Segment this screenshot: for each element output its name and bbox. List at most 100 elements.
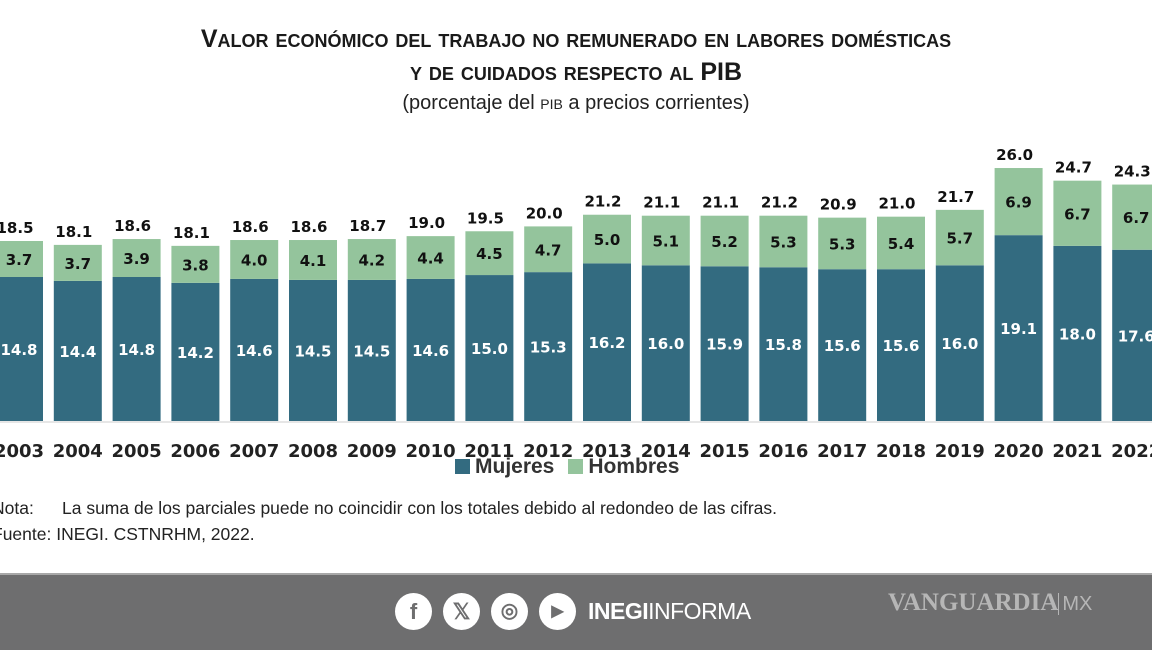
youtube-icon[interactable]: ▶ xyxy=(539,593,576,630)
data-label-hombres: 4.1 xyxy=(300,252,327,270)
data-label-mujeres: 14.8 xyxy=(118,341,155,359)
data-label-hombres: 3.7 xyxy=(65,255,92,273)
bar-hombres-2018 xyxy=(877,216,925,270)
legend-label: Hombres xyxy=(588,455,680,478)
bar-hombres-2012 xyxy=(524,226,573,273)
bar-hombres-2020 xyxy=(994,168,1043,236)
data-label-hombres: 6.7 xyxy=(1123,209,1150,227)
bar-mujeres-2009 xyxy=(347,279,396,421)
footer-banner: f 𝕏 ◎ ▶ INEGIINFORMA VANGUARDIA MX xyxy=(0,573,1152,650)
data-label-mujeres: 14.4 xyxy=(59,343,96,361)
data-label-hombres: 5.1 xyxy=(653,233,680,251)
stacked-bar-chart: 14.8 3.7 18.5 2003 14.4 3.7 18.1 2004 14.8 3.9 18.… xyxy=(0,146,1152,462)
data-label-hombres: 4.5 xyxy=(476,245,503,263)
x-tick-label: 2011 xyxy=(464,441,514,462)
facebook-icon[interactable]: f xyxy=(395,593,432,630)
data-label-total: 18.6 xyxy=(114,217,151,235)
bar-mujeres-2020 xyxy=(994,235,1043,421)
bar-mujeres-2007 xyxy=(230,278,279,421)
data-label-total: 18.1 xyxy=(173,224,210,242)
bar-mujeres-2011 xyxy=(465,275,514,421)
chart-title-line2: y de cuidados respecto al PIB xyxy=(409,58,743,86)
data-label-total: 18.1 xyxy=(55,223,92,241)
bar-hombres-2013 xyxy=(583,214,631,264)
bar-hombres-2010 xyxy=(406,236,455,279)
brand-suffix: MX xyxy=(1058,593,1093,615)
bar-mujeres-2022 xyxy=(1112,249,1152,421)
bar-mujeres-2021 xyxy=(1053,245,1102,421)
note-text: La suma de los parciales puede no coinci… xyxy=(62,498,778,518)
x-tick-label: 2022 xyxy=(1111,441,1152,462)
legend-item-mujeres: Mujeres xyxy=(455,455,554,479)
brand-name: VANGUARDIA xyxy=(888,589,1059,616)
data-label-total: 19.5 xyxy=(467,209,504,227)
bar-hombres-2011 xyxy=(465,231,514,276)
data-label-hombres: 4.0 xyxy=(241,251,268,269)
bar-mujeres-2015 xyxy=(700,266,749,421)
legend-label: Mujeres xyxy=(475,455,555,478)
data-label-total: 20.9 xyxy=(820,196,857,214)
subtitle-pib: pib xyxy=(540,92,563,114)
x-tick-label: 2006 xyxy=(170,441,220,462)
data-label-mujeres: 15.8 xyxy=(765,336,802,354)
bar-hombres-2016 xyxy=(759,215,808,268)
subtitle-post: a precios corrientes) xyxy=(562,92,750,114)
inegi-informa-logo: INEGIINFORMA xyxy=(588,598,751,625)
instagram-icon[interactable]: ◎ xyxy=(491,593,528,630)
bar-mujeres-2012 xyxy=(524,272,573,421)
data-label-hombres: 3.8 xyxy=(182,256,209,274)
bar-hombres-2005 xyxy=(112,239,161,277)
bar-hombres-2007 xyxy=(230,240,279,279)
inegi-bold: INEGI xyxy=(588,598,649,624)
data-label-total: 24.7 xyxy=(1055,159,1092,177)
bar-mujeres-2016 xyxy=(759,267,808,421)
x-tick-label: 2008 xyxy=(288,441,338,462)
data-label-hombres: 4.7 xyxy=(535,241,562,259)
data-label-total: 18.6 xyxy=(290,218,327,236)
note: Nota: La suma de los parciales puede no c… xyxy=(0,498,777,519)
bar-mujeres-2010 xyxy=(406,278,455,421)
data-label-mujeres: 16.0 xyxy=(647,335,684,353)
x-tick-label: 2010 xyxy=(406,441,456,462)
source: Fuente: INEGI. CSTNRHM, 2022. xyxy=(0,524,255,544)
x-tick-label: 2012 xyxy=(523,441,573,462)
data-label-hombres: 5.3 xyxy=(770,233,797,251)
bar-hombres-2021 xyxy=(1053,180,1102,246)
data-label-hombres: 6.7 xyxy=(1064,205,1091,223)
data-label-mujeres: 15.6 xyxy=(882,337,919,355)
data-label-mujeres: 14.5 xyxy=(294,342,331,360)
data-label-total: 18.5 xyxy=(0,219,34,237)
data-label-mujeres: 15.6 xyxy=(824,337,861,355)
bar-mujeres-2006 xyxy=(171,282,220,421)
data-label-mujeres: 16.0 xyxy=(941,335,978,353)
data-label-hombres: 3.9 xyxy=(123,250,150,268)
vanguardia-logo: VANGUARDIA MX xyxy=(888,589,1093,617)
data-label-total: 21.7 xyxy=(937,188,974,206)
data-label-total: 21.1 xyxy=(643,194,680,212)
x-tick-label: 2009 xyxy=(347,441,397,462)
data-label-mujeres: 14.2 xyxy=(177,344,214,362)
x-icon[interactable]: 𝕏 xyxy=(443,593,480,630)
bar-mujeres-2018 xyxy=(877,269,925,421)
data-label-mujeres: 16.2 xyxy=(588,334,625,352)
x-tick-label: 2014 xyxy=(641,441,691,462)
data-label-hombres: 5.7 xyxy=(947,230,974,248)
data-label-total: 18.7 xyxy=(349,217,386,235)
bar-hombres-2015 xyxy=(700,215,749,267)
data-label-mujeres: 19.1 xyxy=(1000,320,1037,338)
x-tick-label: 2018 xyxy=(876,441,926,462)
data-label-total: 21.1 xyxy=(702,194,739,212)
chart-subtitle: (porcentaje del pib a precios corrientes… xyxy=(0,92,1152,115)
data-label-mujeres: 15.9 xyxy=(706,336,743,354)
legend-item-hombres: Hombres xyxy=(568,455,679,479)
bar-mujeres-2008 xyxy=(289,279,337,421)
x-tick-label: 2020 xyxy=(994,441,1044,462)
bar-hombres-2003 xyxy=(0,240,43,277)
x-tick-label: 2004 xyxy=(53,441,103,462)
x-tick-label: 2015 xyxy=(700,441,750,462)
bar-hombres-2008 xyxy=(289,240,337,280)
bar-mujeres-2014 xyxy=(641,265,690,421)
x-tick-label: 2019 xyxy=(935,441,985,462)
data-label-mujeres: 17.6 xyxy=(1118,327,1152,345)
data-label-mujeres: 18.0 xyxy=(1059,325,1096,343)
